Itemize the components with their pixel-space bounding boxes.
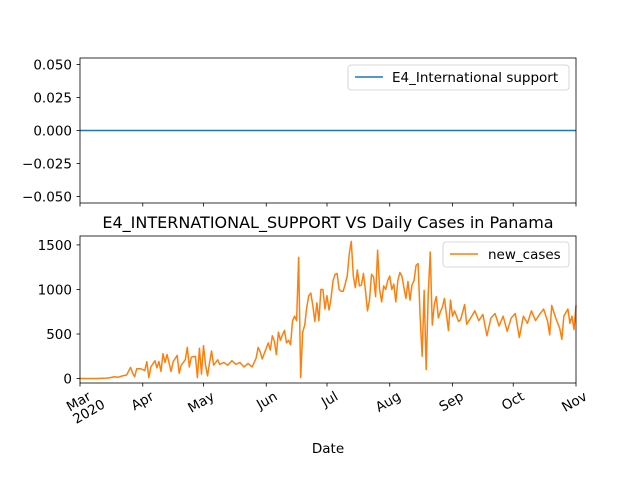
top-y-tick-label: 0.025: [33, 91, 72, 107]
bottom-axes-frame: [79, 235, 577, 384]
bottom-legend: new_cases: [442, 241, 570, 268]
chart-title: E4_INTERNATIONAL_SUPPORT VS Daily Cases …: [102, 213, 553, 233]
bottom-y-tick-label: 1000: [38, 282, 72, 298]
top-x-ticks: [79, 203, 577, 207]
bottom-y-ticks: 0 500 1000 1500: [38, 238, 80, 388]
top-y-tick-label: −0.025: [22, 156, 72, 172]
top-plot-panel: 0.050 0.025 0.000 −0.025 −0.050 E4_Internati…: [22, 57, 577, 207]
top-legend-label: E4_International support: [392, 70, 558, 86]
bottom-legend-box: [442, 241, 570, 268]
x-axis-label: Date: [312, 441, 344, 457]
bottom-y-tick-label: 1500: [38, 238, 72, 254]
bottom-legend-label: new_cases: [488, 247, 561, 263]
top-legend-box: [347, 64, 570, 91]
top-y-ticks: 0.050 0.025 0.000 −0.025 −0.050: [22, 58, 80, 205]
top-y-tick-label: −0.050: [22, 189, 72, 205]
top-y-tick-label: 0.050: [33, 58, 72, 74]
bottom-y-tick-label: 500: [46, 327, 72, 343]
top-legend: E4_International support: [347, 64, 570, 91]
bottom-x-tick-label: Jul: [318, 389, 341, 412]
bottom-y-tick-label: 0: [63, 372, 72, 388]
top-axes-frame: [79, 57, 577, 204]
series-line-new-cases: [80, 240, 577, 380]
top-y-tick-label: 0.000: [33, 124, 72, 140]
